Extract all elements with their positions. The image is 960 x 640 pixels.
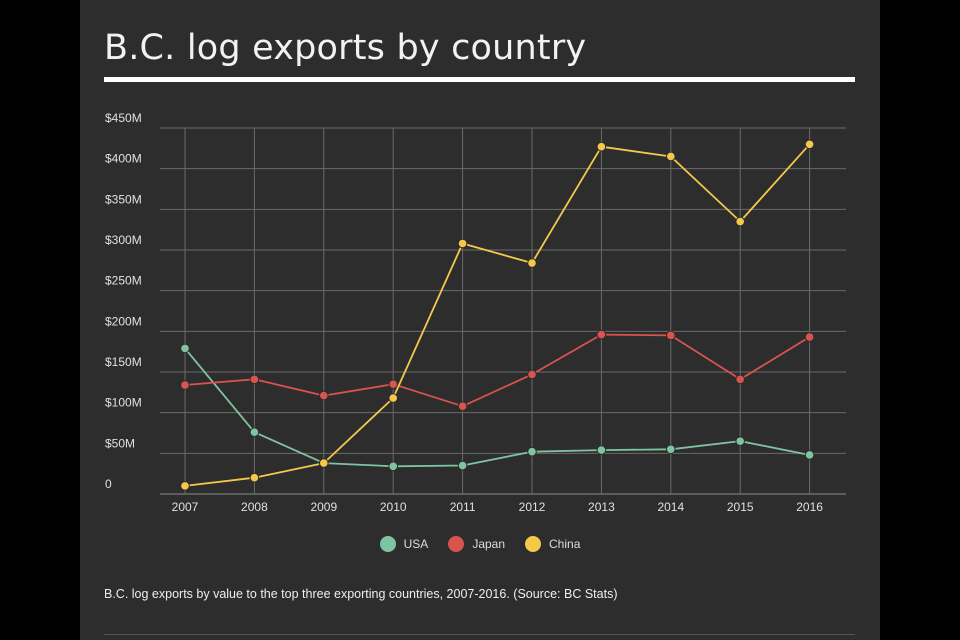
- x-tick-label: 2011: [450, 500, 476, 514]
- point-china: [804, 139, 815, 150]
- title-underline: [104, 77, 855, 82]
- legend-swatch-usa: [379, 536, 396, 552]
- y-tick-label: $150M: [105, 355, 142, 369]
- point-japan: [457, 401, 468, 411]
- point-japan: [527, 369, 537, 380]
- x-tick-label: 2009: [310, 500, 337, 514]
- legend-label: China: [549, 537, 581, 551]
- legend-swatch-japan: [448, 536, 465, 552]
- point-china: [735, 216, 746, 227]
- x-tick-label: 2010: [380, 500, 407, 514]
- legend-item-china: China: [525, 536, 580, 552]
- point-china: [319, 458, 329, 468]
- point-japan: [249, 374, 260, 385]
- point-usa: [735, 436, 746, 446]
- point-japan: [388, 379, 399, 390]
- y-tick-label: $50M: [105, 436, 135, 450]
- y-tick-label: 0: [105, 477, 112, 491]
- y-tick-label: $300M: [105, 233, 142, 247]
- point-japan: [735, 374, 746, 385]
- point-usa: [457, 460, 468, 471]
- y-tick-label: $350M: [105, 192, 142, 206]
- point-usa: [804, 450, 815, 460]
- legend: USA Japan China: [0, 536, 960, 552]
- point-usa: [388, 461, 399, 472]
- legend-item-usa: USA: [379, 536, 429, 552]
- point-usa: [249, 427, 260, 437]
- series-points: [180, 139, 815, 491]
- legend-label: Japan: [472, 537, 506, 551]
- legend-item-japan: Japan: [448, 536, 505, 552]
- point-china: [527, 258, 537, 268]
- chart-panel: [80, 0, 880, 640]
- point-china: [596, 141, 607, 152]
- series-lines: [184, 143, 811, 487]
- x-tick-labels: 2007 2008 2009 2010 2011 2012 2013 2014 2015 2016: [172, 500, 824, 514]
- footer-divider: [104, 634, 855, 635]
- point-japan: [180, 380, 190, 390]
- point-usa: [596, 445, 607, 455]
- y-tick-label: $100M: [105, 396, 142, 410]
- series-line-china: [184, 143, 811, 487]
- point-japan: [596, 329, 607, 340]
- x-tick-label: 2016: [796, 500, 823, 514]
- point-usa: [666, 444, 676, 455]
- x-tick-label: 2012: [519, 500, 546, 514]
- series-line-japan: [184, 333, 811, 408]
- point-china: [457, 238, 468, 249]
- x-tick-label: 2014: [657, 500, 684, 514]
- point-japan: [804, 332, 815, 342]
- point-china: [388, 393, 399, 403]
- point-japan: [319, 390, 329, 401]
- chart-caption: B.C. log exports by value to the top thr…: [104, 587, 618, 601]
- chart-title: B.C. log exports by country: [104, 28, 587, 68]
- x-tick-label: 2008: [241, 500, 268, 514]
- series-line-usa: [184, 347, 810, 468]
- x-tick-label: 2007: [172, 500, 199, 514]
- y-tick-label: $200M: [105, 314, 142, 328]
- point-china: [666, 151, 676, 162]
- y-tick-labels: 0 $50M $100M $150M $200M $250M $300M $350M $400M…: [105, 111, 142, 491]
- x-tick-label: 2015: [727, 500, 754, 514]
- point-usa: [180, 343, 190, 354]
- point-usa: [527, 446, 537, 457]
- x-tick-label: 2013: [588, 500, 615, 514]
- y-tick-label: $450M: [105, 111, 142, 125]
- y-tick-label: $400M: [105, 152, 142, 166]
- y-tick-label: $250M: [105, 274, 142, 288]
- point-china: [180, 481, 190, 491]
- legend-swatch-china: [525, 536, 542, 552]
- point-japan: [666, 330, 676, 341]
- grid-lines: [160, 127, 846, 495]
- point-china: [249, 472, 260, 483]
- legend-label: USA: [403, 537, 429, 551]
